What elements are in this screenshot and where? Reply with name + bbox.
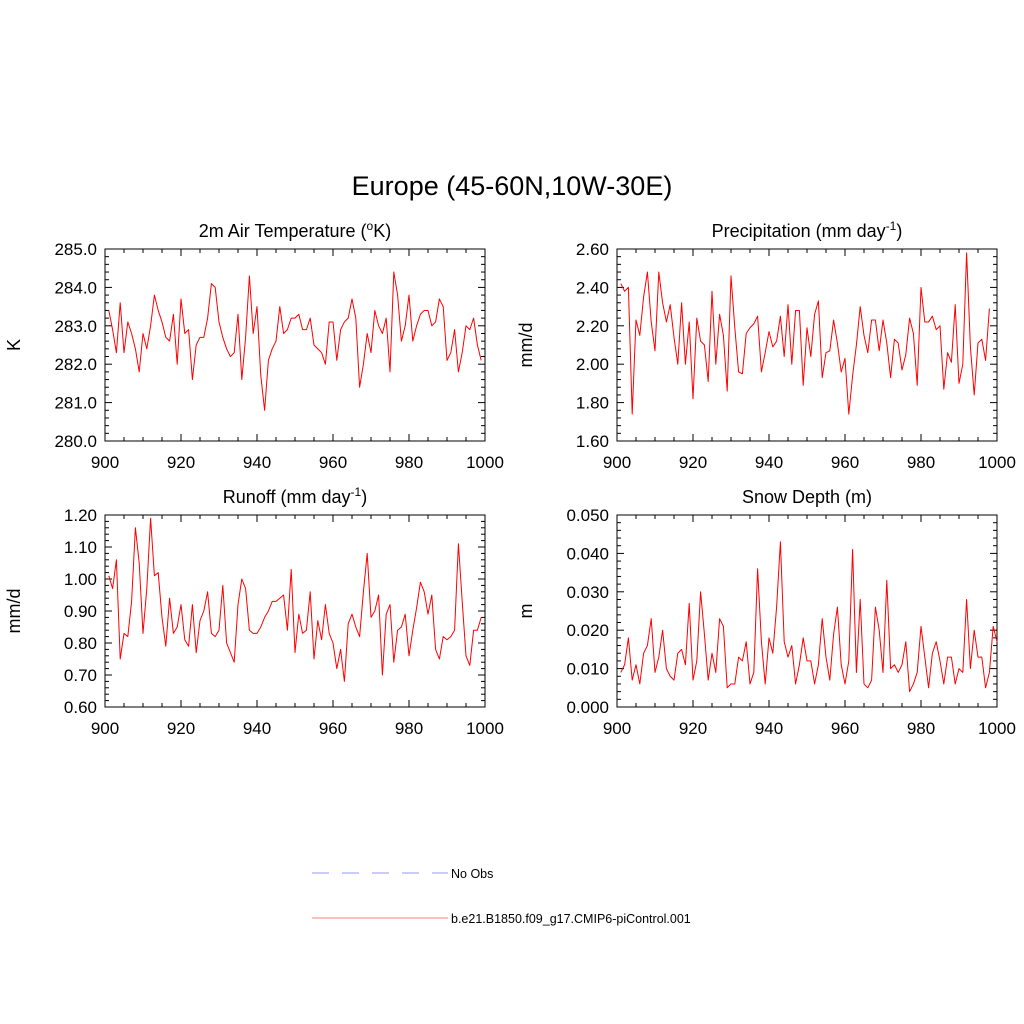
x-tick-label: 900 bbox=[91, 719, 119, 738]
y-tick-label: 2.60 bbox=[576, 240, 609, 259]
series-line-0 bbox=[108, 271, 482, 411]
x-tick-label: 1000 bbox=[978, 453, 1016, 472]
y-axis-label: K bbox=[4, 339, 24, 351]
x-tick-label: 940 bbox=[755, 453, 783, 472]
y-tick-label: 0.020 bbox=[566, 621, 609, 640]
y-tick-label: 0.050 bbox=[566, 506, 609, 525]
y-axis-label: mm/d bbox=[516, 323, 536, 368]
panel-title: Snow Depth (m) bbox=[742, 487, 872, 507]
chart-panel-3: 900 920 940 960 980 1000 0.000 0.010 0.020 0.030 0… bbox=[516, 487, 1016, 738]
y-tick-label: 0.010 bbox=[566, 660, 609, 679]
y-tick-label: 1.10 bbox=[64, 538, 97, 557]
x-tick-label: 940 bbox=[243, 453, 271, 472]
y-tick-label: 1.60 bbox=[576, 432, 609, 451]
chart-panel-2: 900 920 940 960 980 1000 0.60 0.70 0.80 0.90 1.00 1… bbox=[4, 485, 504, 738]
x-tick-label: 900 bbox=[603, 453, 631, 472]
x-tick-label: 900 bbox=[603, 719, 631, 738]
y-tick-label: 0.000 bbox=[566, 698, 609, 717]
x-tick-label: 980 bbox=[395, 719, 423, 738]
y-axis-label: m bbox=[516, 604, 536, 619]
x-tick-label: 960 bbox=[831, 719, 859, 738]
y-tick-label: 0.80 bbox=[64, 634, 97, 653]
legend-label-0: No Obs bbox=[451, 867, 493, 881]
x-tick-label: 920 bbox=[679, 719, 707, 738]
x-tick-label: 1000 bbox=[978, 719, 1016, 738]
plot-frame bbox=[616, 248, 998, 442]
y-tick-label: 281.0 bbox=[54, 394, 97, 413]
y-tick-label: 283.0 bbox=[54, 317, 97, 336]
x-tick-label: 940 bbox=[243, 719, 271, 738]
panels: 900 920 940 960 980 1000 280.0 281.0 282.0 283.0 2… bbox=[4, 219, 1016, 738]
x-tick-label: 960 bbox=[319, 719, 347, 738]
series-line-0 bbox=[620, 252, 990, 415]
y-tick-label: 0.040 bbox=[566, 544, 609, 563]
legend-label-1: b.e21.B1850.f09_g17.CMIP6-piControl.001 bbox=[451, 912, 691, 926]
y-tick-label: 2.20 bbox=[576, 317, 609, 336]
y-tick-label: 282.0 bbox=[54, 355, 97, 374]
panel-title: Precipitation (mm day-1) bbox=[712, 219, 903, 241]
y-tick-label: 2.00 bbox=[576, 355, 609, 374]
x-tick-label: 1000 bbox=[466, 719, 504, 738]
y-tick-label: 0.60 bbox=[64, 698, 97, 717]
plot-frame bbox=[104, 248, 486, 442]
chart-panel-0: 900 920 940 960 980 1000 280.0 281.0 282.0 283.0 2… bbox=[4, 219, 504, 472]
y-tick-label: 285.0 bbox=[54, 240, 97, 259]
x-tick-label: 980 bbox=[395, 453, 423, 472]
y-tick-label: 280.0 bbox=[54, 432, 97, 451]
y-tick-label: 1.00 bbox=[64, 570, 97, 589]
series-line-0 bbox=[620, 541, 998, 693]
x-tick-label: 920 bbox=[167, 719, 195, 738]
x-tick-label: 940 bbox=[755, 719, 783, 738]
x-tick-label: 960 bbox=[831, 453, 859, 472]
x-tick-label: 920 bbox=[679, 453, 707, 472]
y-tick-label: 284.0 bbox=[54, 278, 97, 297]
y-tick-label: 0.030 bbox=[566, 583, 609, 602]
y-axis-label: mm/d bbox=[4, 589, 24, 634]
x-tick-label: 980 bbox=[907, 719, 935, 738]
x-tick-label: 980 bbox=[907, 453, 935, 472]
y-tick-label: 0.90 bbox=[64, 602, 97, 621]
series-line-0 bbox=[108, 517, 482, 682]
x-tick-label: 1000 bbox=[466, 453, 504, 472]
legend: No Obs b.e21.B1850.f09_g17.CMIP6-piContro… bbox=[312, 867, 691, 926]
panel-title: Runoff (mm day-1) bbox=[223, 485, 367, 507]
figure-title: Europe (45-60N,10W-30E) bbox=[352, 171, 673, 201]
y-tick-label: 1.80 bbox=[576, 394, 609, 413]
x-tick-label: 960 bbox=[319, 453, 347, 472]
x-tick-label: 920 bbox=[167, 453, 195, 472]
chart-panel-1: 900 920 940 960 980 1000 1.60 1.80 2.00 2.20 2.40 2… bbox=[516, 219, 1016, 472]
plot-frame bbox=[104, 514, 486, 708]
x-tick-label: 900 bbox=[91, 453, 119, 472]
y-tick-label: 2.40 bbox=[576, 278, 609, 297]
y-tick-label: 0.70 bbox=[64, 666, 97, 685]
panel-title: 2m Air Temperature (oK) bbox=[199, 219, 391, 241]
y-tick-label: 1.20 bbox=[64, 506, 97, 525]
